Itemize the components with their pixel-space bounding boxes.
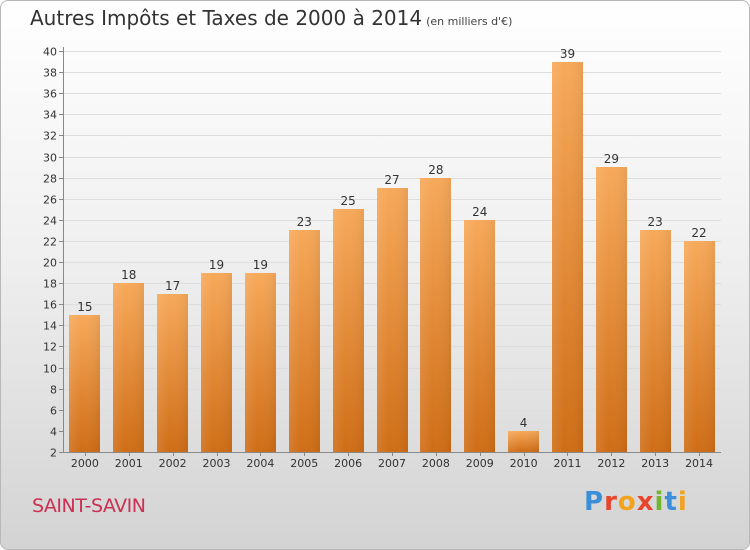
y-tick-label: 18 — [43, 278, 57, 291]
chart-title: Autres Impôts et Taxes de 2000 à 2014 (en… — [30, 6, 512, 30]
bar-shading — [552, 62, 583, 452]
y-tick-label: 24 — [43, 215, 57, 228]
value-label: 17 — [165, 279, 180, 293]
y-tick-label: 6 — [50, 405, 57, 418]
y-tick-label: 16 — [43, 299, 57, 312]
proxiti-logo[interactable]: Proxiti — [584, 487, 688, 517]
value-label: 15 — [77, 300, 92, 314]
chart-unit: (en milliers d'€) — [426, 15, 513, 28]
value-label: 25 — [340, 194, 355, 208]
y-tick-label: 10 — [43, 363, 57, 376]
value-label: 23 — [297, 215, 312, 229]
x-tick-label: 2012 — [597, 457, 625, 470]
bar-shading — [201, 273, 232, 452]
value-label: 39 — [560, 47, 575, 61]
bar-shading — [684, 241, 715, 452]
x-tick-label: 2000 — [71, 457, 99, 470]
y-tick-label: 4 — [50, 426, 57, 439]
bar-shading — [333, 209, 364, 452]
y-tick-label: 38 — [43, 67, 57, 80]
y-tick-label: 34 — [43, 109, 57, 122]
value-label: 19 — [253, 258, 268, 272]
town-name: SAINT-SAVIN — [32, 495, 146, 517]
x-tick-label: 2014 — [685, 457, 713, 470]
y-tick-label: 2 — [50, 447, 57, 460]
x-tick-label: 2008 — [422, 457, 450, 470]
y-tick-label: 20 — [43, 257, 57, 270]
y-tick-label: 36 — [43, 88, 57, 101]
y-tick-label: 22 — [43, 236, 57, 249]
bar-shading — [420, 178, 451, 452]
x-tick-label: 2006 — [334, 457, 362, 470]
chart-title-text: Autres Impôts et Taxes de 2000 à 2014 — [30, 6, 423, 30]
axes — [59, 47, 721, 456]
bars — [69, 62, 715, 452]
y-tick-label: 28 — [43, 173, 57, 186]
x-tick-label: 2009 — [466, 457, 494, 470]
x-tick-label: 2004 — [246, 457, 274, 470]
value-label: 19 — [209, 258, 224, 272]
value-label: 4 — [520, 416, 528, 430]
y-tick-label: 26 — [43, 194, 57, 207]
bar-shading — [157, 294, 188, 452]
x-tick-label: 2003 — [203, 457, 231, 470]
y-tick-label: 30 — [43, 152, 57, 165]
labels: 2468101214161820222426283032343638401520… — [43, 46, 713, 471]
value-label: 29 — [604, 152, 619, 166]
x-tick-label: 2010 — [510, 457, 538, 470]
bar-shading — [464, 220, 495, 452]
value-label: 27 — [384, 173, 399, 187]
x-tick-label: 2007 — [378, 457, 406, 470]
bar-shading — [377, 188, 408, 452]
y-tick-label: 14 — [43, 320, 57, 333]
x-tick-label: 2013 — [641, 457, 669, 470]
x-tick-label: 2005 — [290, 457, 318, 470]
value-label: 24 — [472, 205, 487, 219]
value-label: 28 — [428, 163, 443, 177]
y-tick-label: 8 — [50, 384, 57, 397]
bar-shading — [640, 230, 671, 452]
bar-shading — [596, 167, 627, 452]
y-tick-label: 32 — [43, 130, 57, 143]
y-tick-label: 12 — [43, 341, 57, 354]
bar-shading — [113, 283, 144, 452]
bar-shading — [508, 431, 539, 452]
x-tick-label: 2002 — [159, 457, 187, 470]
y-tick-label: 40 — [43, 46, 57, 59]
x-tick-label: 2001 — [115, 457, 143, 470]
value-label: 22 — [691, 226, 706, 240]
bar-shading — [245, 273, 276, 452]
value-label: 18 — [121, 268, 136, 282]
x-tick-label: 2011 — [553, 457, 581, 470]
bar-shading — [289, 230, 320, 452]
value-label: 23 — [648, 215, 663, 229]
bar-shading — [69, 315, 100, 452]
